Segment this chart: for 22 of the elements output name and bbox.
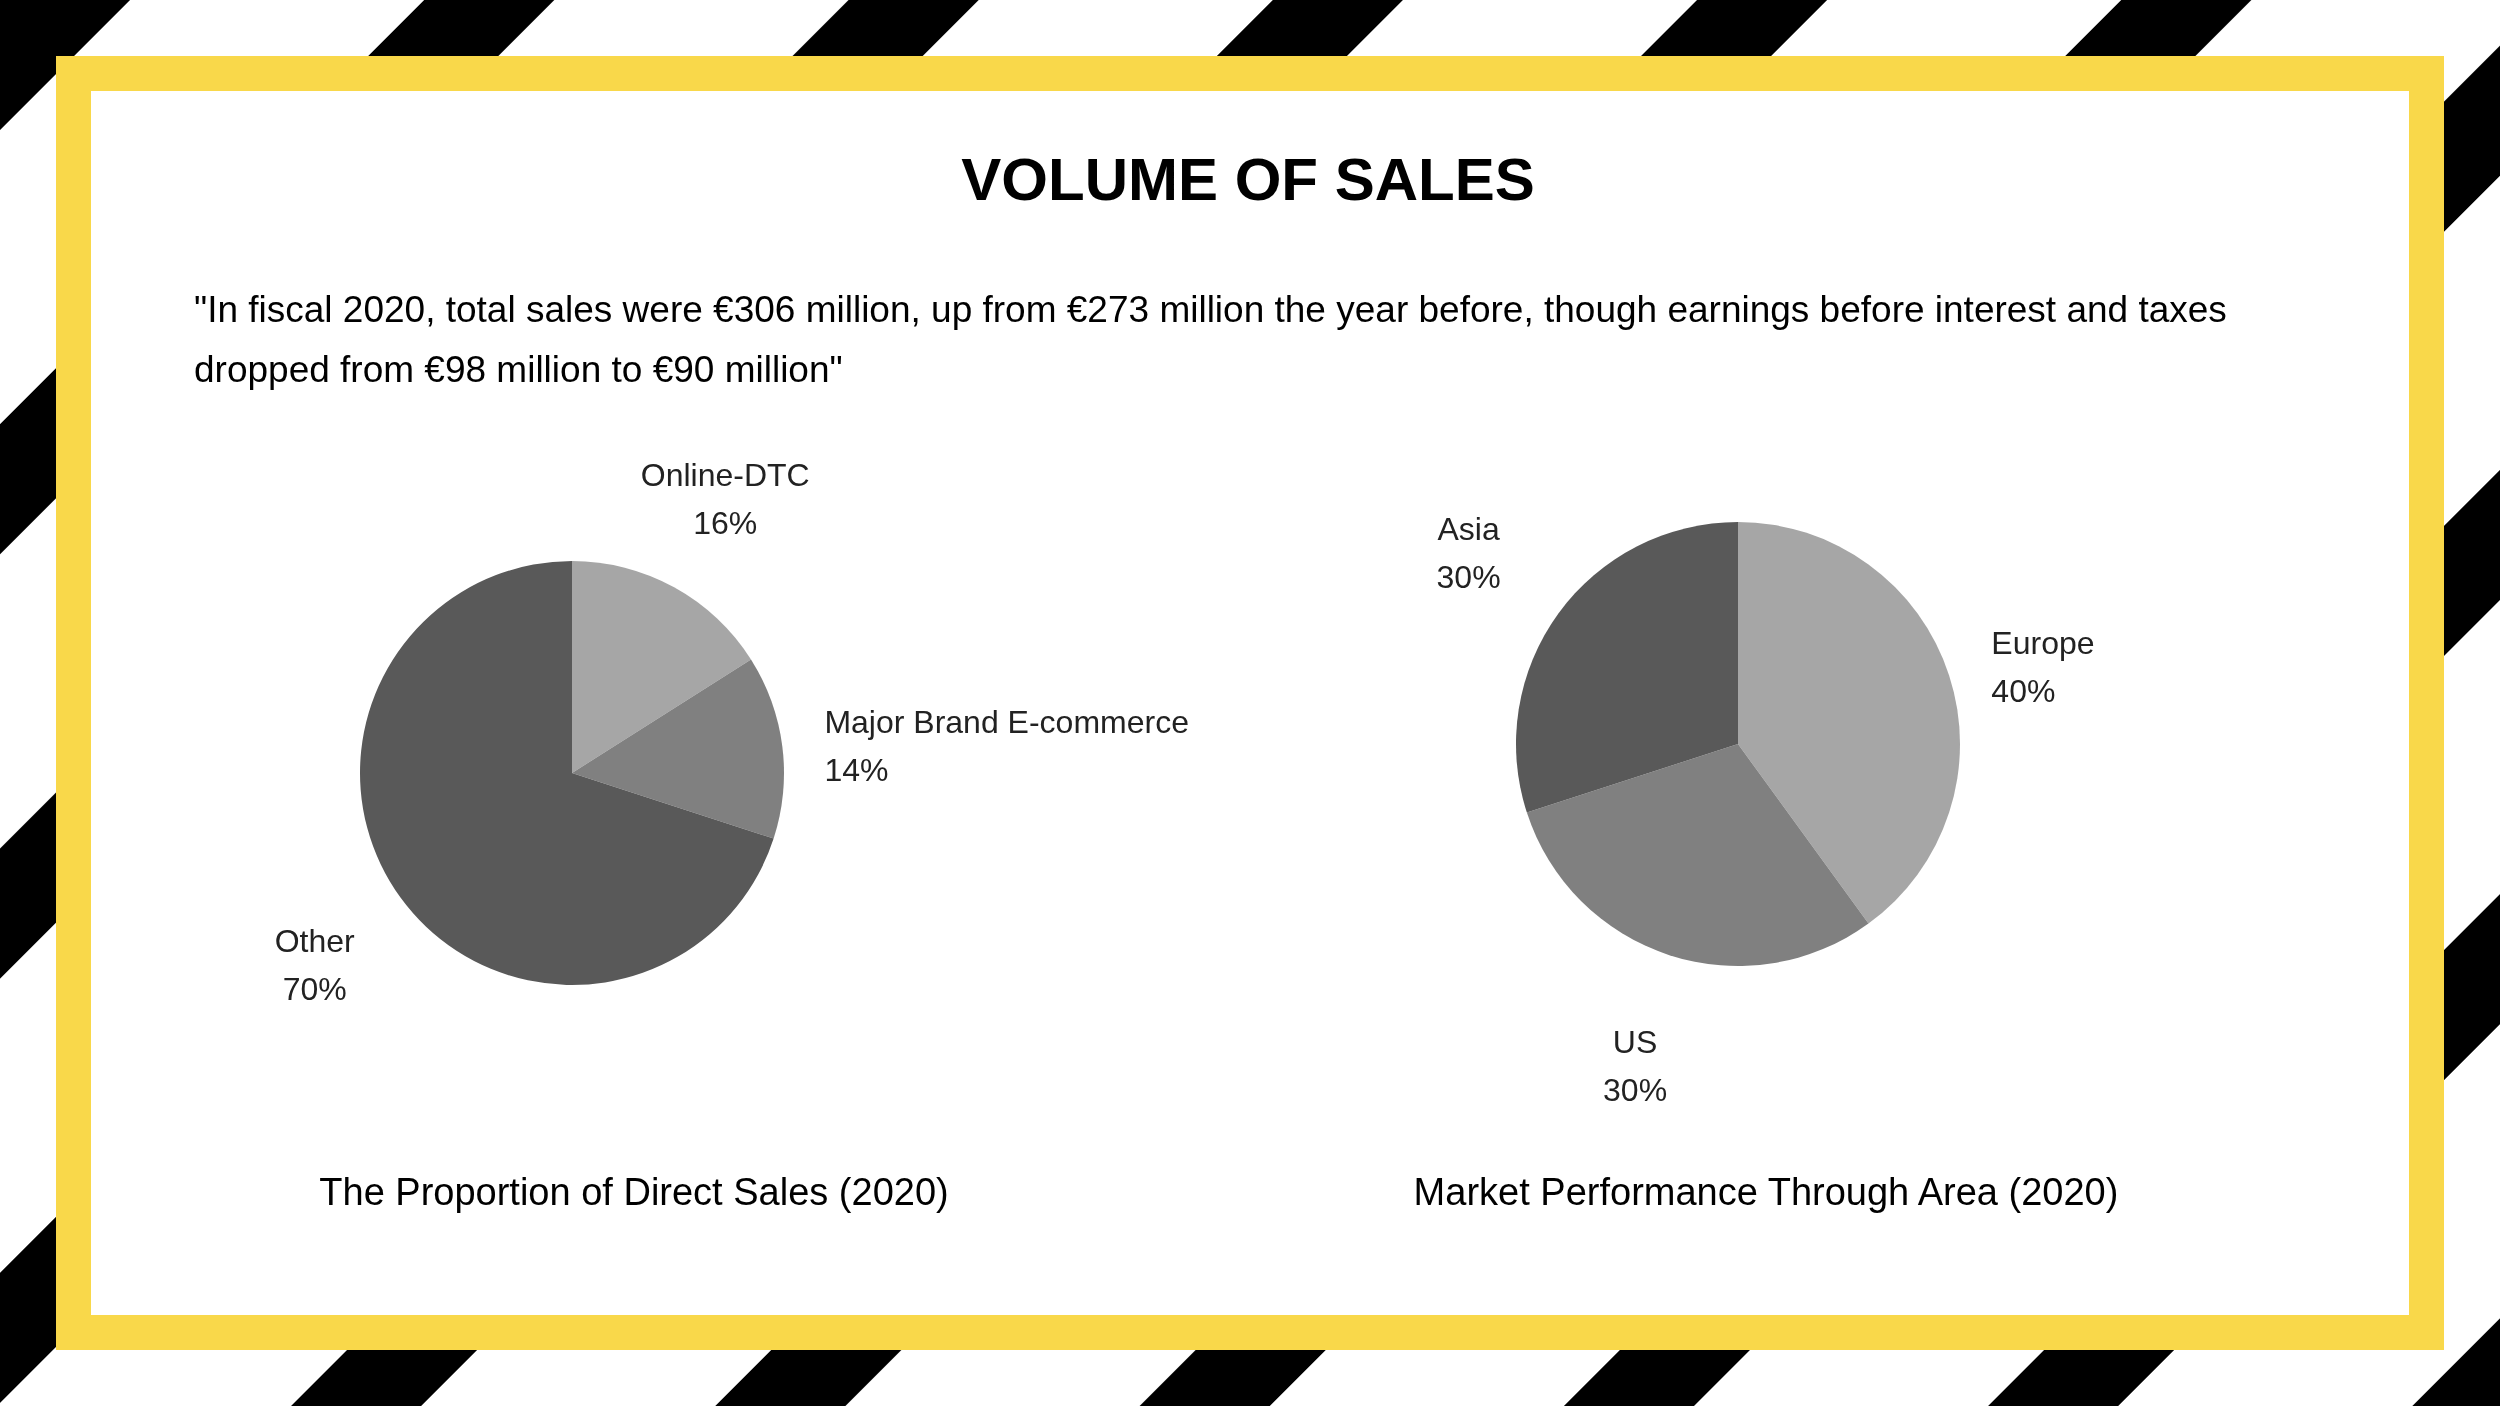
pie-slice [1738,522,1960,924]
data-label: 16% [693,505,758,542]
data-label: 30% [1436,559,1501,596]
slice-label: Major Brand E-commerce [824,704,1189,741]
pie-slice [360,561,774,985]
text: Market Performance Through Area (2020) [1413,1171,2119,1213]
pie-slice [572,659,784,839]
slice-label: Asia [1437,511,1500,548]
text: "In fiscal 2020, total sales were €306 million, up from €273 million the year before, though earnings before interest and taxes dropped from €98 million to €90 million" [194,289,2227,390]
pie-slice [1516,522,1738,813]
slice-label: US [1612,1023,1658,1060]
pie-slice [572,561,751,773]
slice-label: Europe [1991,624,2095,661]
data-label: 70% [282,970,347,1007]
data-label: 14% [824,752,889,789]
pie-slice [1526,744,1869,966]
text: The Proportion of Direct Sales (2020) [319,1171,949,1213]
data-label: 30% [1603,1071,1668,1108]
data-label: 40% [1991,672,2056,709]
slice-label: Other [274,922,356,959]
text: VOLUME OF SALES [961,146,1535,213]
slice-label: Online-DTC [640,457,810,494]
